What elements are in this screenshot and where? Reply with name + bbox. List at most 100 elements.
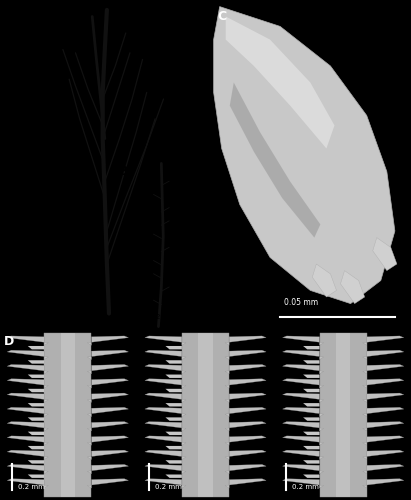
Polygon shape <box>165 474 182 478</box>
Polygon shape <box>225 364 266 374</box>
Polygon shape <box>283 422 324 431</box>
Polygon shape <box>225 393 266 402</box>
Text: 2 mm: 2 mm <box>155 314 175 320</box>
Polygon shape <box>283 450 324 460</box>
Polygon shape <box>283 350 324 360</box>
Polygon shape <box>283 393 324 402</box>
Polygon shape <box>87 379 128 388</box>
Polygon shape <box>165 460 182 464</box>
Polygon shape <box>363 379 404 388</box>
Polygon shape <box>363 364 404 374</box>
Polygon shape <box>303 446 319 450</box>
Polygon shape <box>145 364 186 374</box>
Polygon shape <box>87 408 128 416</box>
Polygon shape <box>28 460 44 464</box>
Polygon shape <box>87 350 128 360</box>
Polygon shape <box>363 350 404 360</box>
Polygon shape <box>28 474 44 478</box>
Polygon shape <box>145 408 186 416</box>
Polygon shape <box>145 450 186 460</box>
Polygon shape <box>303 346 319 350</box>
Polygon shape <box>303 418 319 421</box>
Polygon shape <box>230 82 321 237</box>
Polygon shape <box>145 350 186 360</box>
Polygon shape <box>363 336 404 345</box>
Text: A: A <box>8 10 18 23</box>
Polygon shape <box>87 336 128 345</box>
Polygon shape <box>145 464 186 474</box>
Polygon shape <box>7 364 48 374</box>
Polygon shape <box>87 364 128 374</box>
Polygon shape <box>363 436 404 446</box>
Polygon shape <box>145 479 186 488</box>
Polygon shape <box>199 334 212 496</box>
Polygon shape <box>7 479 48 488</box>
Polygon shape <box>7 422 48 431</box>
Polygon shape <box>303 403 319 406</box>
Polygon shape <box>182 334 229 496</box>
Polygon shape <box>225 422 266 431</box>
Text: B: B <box>119 165 128 178</box>
Polygon shape <box>336 334 350 496</box>
Polygon shape <box>303 432 319 435</box>
Polygon shape <box>28 446 44 450</box>
Polygon shape <box>165 446 182 450</box>
Polygon shape <box>303 374 319 378</box>
Polygon shape <box>312 264 337 297</box>
Polygon shape <box>28 374 44 378</box>
Polygon shape <box>145 336 186 345</box>
Polygon shape <box>363 479 404 488</box>
Polygon shape <box>61 334 75 496</box>
Polygon shape <box>225 479 266 488</box>
Polygon shape <box>87 464 128 474</box>
Polygon shape <box>283 408 324 416</box>
Polygon shape <box>303 474 319 478</box>
Text: 0.2 mm: 0.2 mm <box>155 484 182 490</box>
Polygon shape <box>214 6 395 304</box>
Polygon shape <box>7 408 48 416</box>
Polygon shape <box>225 450 266 460</box>
Polygon shape <box>7 450 48 460</box>
Polygon shape <box>145 436 186 446</box>
Polygon shape <box>363 408 404 416</box>
Polygon shape <box>363 464 404 474</box>
Polygon shape <box>226 16 335 148</box>
Polygon shape <box>225 336 266 345</box>
Polygon shape <box>225 350 266 360</box>
Text: C: C <box>218 10 227 23</box>
Polygon shape <box>145 422 186 431</box>
Polygon shape <box>225 379 266 388</box>
Polygon shape <box>363 422 404 431</box>
Polygon shape <box>165 346 182 350</box>
Polygon shape <box>283 379 324 388</box>
Polygon shape <box>165 389 182 392</box>
Polygon shape <box>165 418 182 421</box>
Text: 0.2 mm: 0.2 mm <box>292 484 319 490</box>
Polygon shape <box>7 464 48 474</box>
Polygon shape <box>87 422 128 431</box>
Polygon shape <box>87 436 128 446</box>
Polygon shape <box>363 450 404 460</box>
Polygon shape <box>7 393 48 402</box>
Polygon shape <box>303 360 319 364</box>
Polygon shape <box>283 436 324 446</box>
Polygon shape <box>225 464 266 474</box>
Text: 0.2 mm: 0.2 mm <box>18 484 44 490</box>
Polygon shape <box>145 379 186 388</box>
Polygon shape <box>28 403 44 406</box>
Polygon shape <box>87 393 128 402</box>
Polygon shape <box>303 389 319 392</box>
Polygon shape <box>7 336 48 345</box>
Polygon shape <box>165 360 182 364</box>
Polygon shape <box>283 479 324 488</box>
Polygon shape <box>225 408 266 416</box>
Polygon shape <box>28 418 44 421</box>
Polygon shape <box>7 350 48 360</box>
Polygon shape <box>165 403 182 406</box>
Polygon shape <box>7 379 48 388</box>
Polygon shape <box>28 432 44 435</box>
Polygon shape <box>373 238 397 270</box>
Polygon shape <box>319 334 367 496</box>
Polygon shape <box>28 389 44 392</box>
Polygon shape <box>7 436 48 446</box>
